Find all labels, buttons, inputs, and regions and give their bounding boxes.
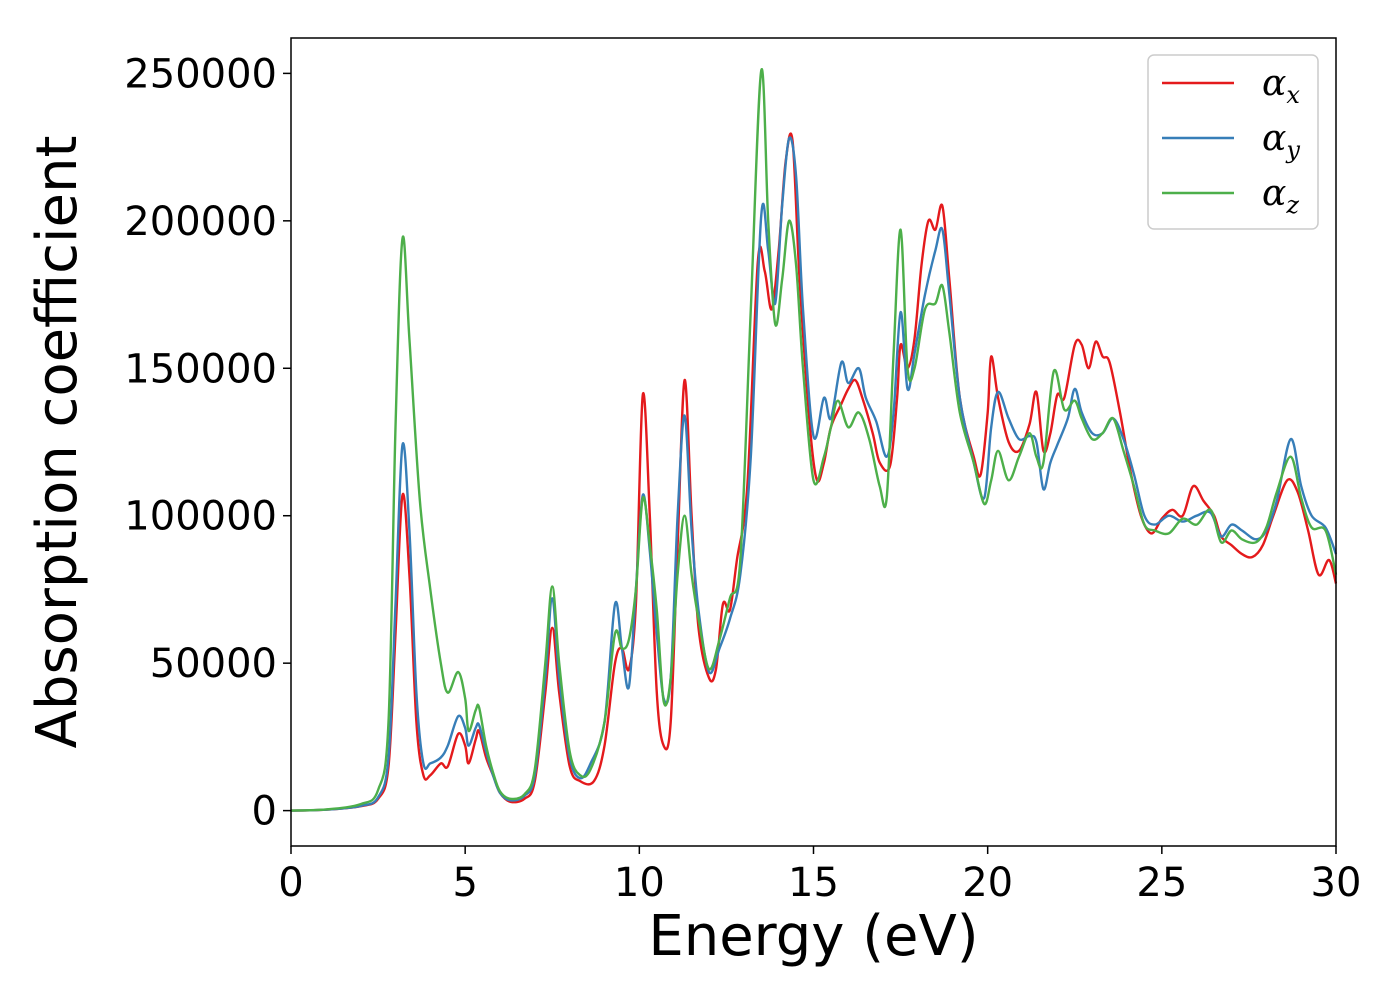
legend-symbol: α [1262,63,1286,104]
legend-subscript: z [1285,191,1299,219]
axis-ticks: 0 5 10 15 20 25 30 0 50000 100000 150000 200000 2500… [124,51,1361,906]
x-tick-label-5: 25 [1136,860,1187,906]
series-line-z [290,68,1338,812]
x-tick-label-1: 5 [452,860,477,906]
x-tick-label-2: 10 [614,860,665,906]
y-axis-title: Absorption coefficient [25,136,90,749]
legend-symbol: α [1262,173,1286,214]
y-tick-label-2: 100000 [124,494,277,540]
legend-subscript: y [1285,136,1300,164]
legend-symbol: α [1262,118,1286,159]
x-tick-label-3: 15 [788,860,839,906]
series-line-x [290,132,1338,812]
legend-label-z: αz [1262,173,1299,219]
y-tick-label-0: 0 [252,789,277,835]
x-axis-title: Energy (eV) [648,904,978,969]
y-tick-label-5: 250000 [124,51,277,97]
x-tick-label-4: 20 [962,860,1013,906]
series-lines [290,68,1338,812]
legend-label-y: αy [1262,118,1300,164]
legend-label-x: αx [1262,63,1300,109]
legend-box [1147,54,1319,230]
y-tick-label-3: 150000 [124,346,277,392]
y-tick-label-1: 50000 [150,641,277,687]
y-tick-label-4: 200000 [124,199,277,245]
legend-subscript: x [1286,81,1300,109]
x-tick-label-6: 30 [1311,860,1362,906]
x-tick-label-0: 0 [278,860,303,906]
